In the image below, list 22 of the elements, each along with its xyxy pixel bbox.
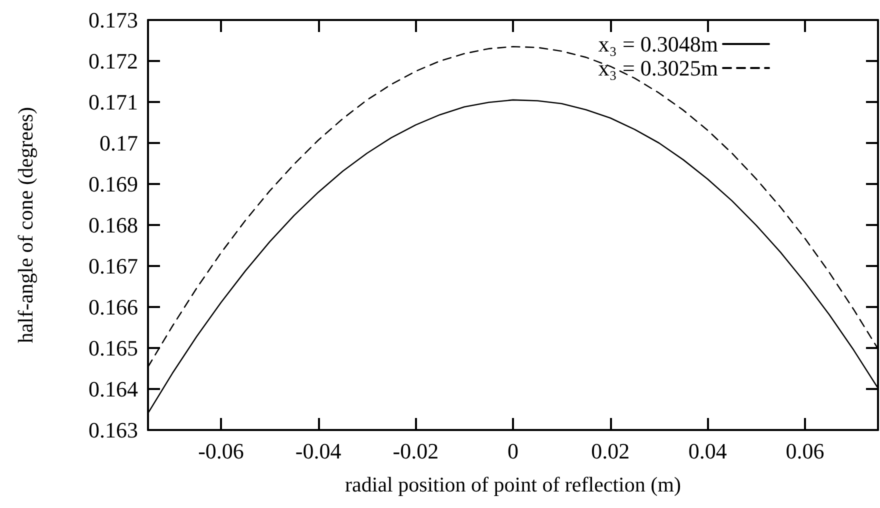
x-tick-label: 0.04: [688, 438, 727, 464]
y-tick-label: 0.17: [100, 130, 138, 156]
y-axis-title: half-angle of cone (degrees): [14, 106, 38, 344]
x-tick-label: -0.02: [392, 438, 439, 464]
x-tick-label: 0: [508, 438, 518, 464]
y-tick-label: 0.163: [88, 418, 138, 442]
y-tick-label: 0.168: [88, 212, 138, 238]
legend-label: x₃ = 0.3025m: [598, 56, 718, 80]
y-tick-label: 0.169: [88, 172, 138, 196]
y-tick-label: 0.165: [88, 336, 138, 360]
y-tick-label: 0.172: [88, 48, 138, 74]
y-tick-label: 0.166: [88, 294, 138, 320]
y-tick-label: 0.164: [88, 376, 138, 402]
y-tick-label: 0.171: [88, 90, 138, 114]
x-axis-title: radial position of point of reflection (m): [345, 472, 681, 496]
x-tick-label: -0.04: [295, 438, 342, 464]
y-tick-label: 0.167: [88, 254, 138, 278]
y-tick-label: 0.173: [88, 8, 138, 32]
x-tick-label: -0.06: [198, 438, 244, 464]
x-tick-label: 0.02: [591, 438, 630, 464]
legend-label: x₃ = 0.3048m: [598, 32, 718, 56]
x-tick-label: 0.06: [786, 438, 824, 464]
